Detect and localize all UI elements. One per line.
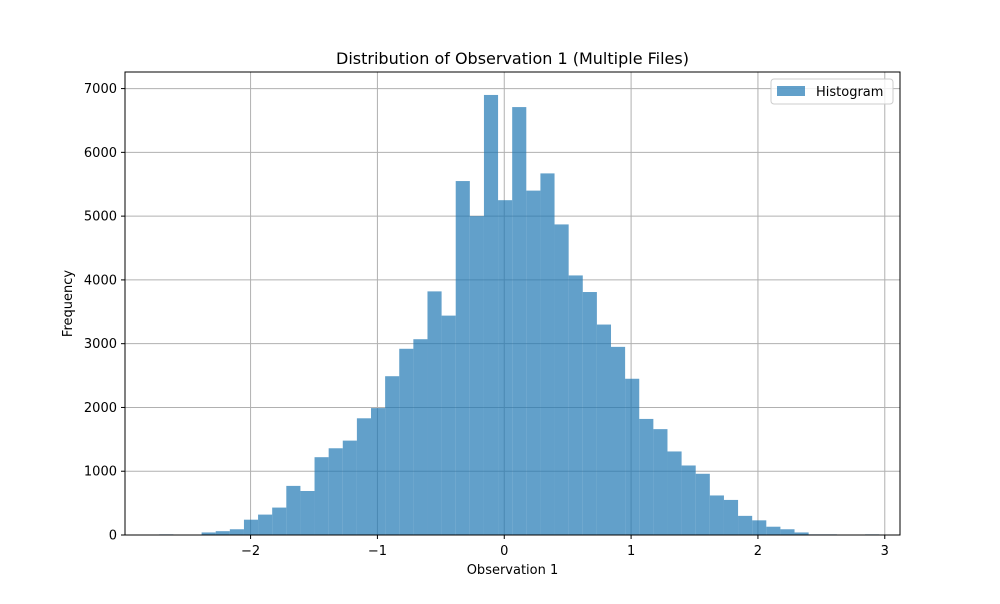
histogram-bar bbox=[695, 473, 710, 535]
histogram-bar bbox=[201, 532, 216, 535]
histogram-bar bbox=[272, 507, 287, 535]
histogram-bar bbox=[738, 515, 753, 535]
x-tick-label: 1 bbox=[627, 544, 635, 559]
histogram-bar bbox=[498, 200, 513, 535]
histogram-bar bbox=[286, 485, 301, 535]
histogram-bar bbox=[596, 324, 612, 535]
histogram-bar bbox=[766, 526, 781, 535]
legend-box bbox=[770, 78, 894, 105]
histogram-bar bbox=[258, 514, 273, 535]
y-tick-label: 5000 bbox=[84, 210, 117, 225]
histogram-bar bbox=[342, 440, 357, 535]
y-tick-label: 3000 bbox=[84, 337, 117, 352]
histogram-bar bbox=[455, 181, 470, 536]
histogram-bar bbox=[625, 378, 640, 535]
histogram-bar bbox=[328, 448, 343, 535]
y-tick-label: 2000 bbox=[84, 401, 117, 416]
y-tick-label: 7000 bbox=[84, 82, 117, 97]
histogram-bar bbox=[568, 275, 583, 535]
x-axis-label: Observation 1 bbox=[467, 563, 559, 578]
axis-ticks: −2 −1 0 1 2 3 0 1000 2000 3000 4000 5000 6000 7000 bbox=[84, 82, 889, 559]
histogram-bar bbox=[441, 315, 456, 535]
legend-label: Histogram bbox=[816, 85, 883, 100]
y-tick-label: 1000 bbox=[84, 465, 117, 480]
histogram-bar bbox=[413, 339, 428, 535]
x-tick-label: −1 bbox=[368, 544, 387, 559]
histogram-bar bbox=[709, 495, 724, 535]
histogram-bar bbox=[483, 94, 499, 535]
histogram-bar bbox=[385, 376, 400, 535]
histogram-bar bbox=[526, 190, 541, 536]
histogram-bar bbox=[611, 346, 626, 535]
legend-swatch bbox=[777, 86, 805, 96]
histogram-bar bbox=[667, 451, 682, 535]
histogram-bar bbox=[399, 348, 414, 535]
plot-frame bbox=[124, 71, 901, 536]
histogram-bar bbox=[540, 173, 555, 536]
histogram-bar bbox=[314, 457, 329, 535]
histogram-bar bbox=[469, 216, 484, 536]
histogram-bar bbox=[639, 418, 654, 535]
histogram-bar bbox=[512, 107, 527, 536]
histogram-bar bbox=[681, 465, 696, 535]
histogram-bar bbox=[243, 519, 259, 535]
histogram-bar bbox=[794, 532, 809, 535]
y-tick-label: 4000 bbox=[84, 273, 117, 288]
histogram-bar bbox=[780, 529, 795, 535]
histogram-bar bbox=[554, 224, 569, 535]
histogram-bar bbox=[215, 531, 230, 535]
histogram-bar bbox=[371, 408, 386, 535]
histogram-bar bbox=[582, 292, 597, 535]
histogram-bar bbox=[300, 490, 315, 535]
histogram-bar bbox=[229, 529, 244, 535]
y-tick-label: 6000 bbox=[84, 146, 117, 161]
x-tick-label: 2 bbox=[754, 544, 762, 559]
x-tick-label: 0 bbox=[500, 544, 508, 559]
bars bbox=[159, 94, 880, 536]
histogram-bar bbox=[752, 520, 767, 535]
histogram-bar bbox=[723, 499, 739, 535]
histogram-bar bbox=[653, 429, 668, 535]
x-tick-label: 3 bbox=[881, 544, 889, 559]
chart-title: Distribution of Observation 1 (Multiple … bbox=[336, 49, 689, 68]
histogram-bar bbox=[427, 291, 442, 535]
y-tick-label: 0 bbox=[109, 529, 117, 544]
histogram-bar bbox=[356, 418, 372, 535]
x-tick-label: −2 bbox=[241, 544, 260, 559]
legend: Histogram bbox=[770, 78, 894, 105]
y-axis-label: Frequency bbox=[61, 270, 76, 337]
